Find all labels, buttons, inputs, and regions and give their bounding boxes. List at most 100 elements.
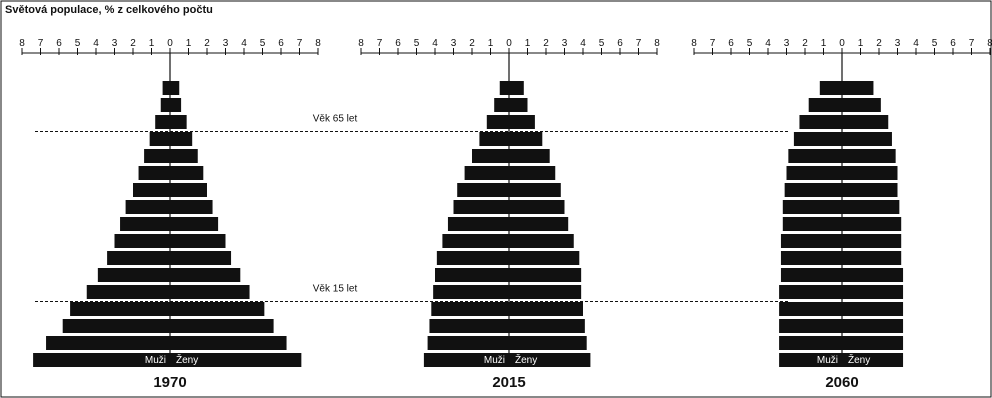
bar-male-40-44 (120, 217, 170, 231)
bar-female-35-39 (170, 234, 226, 248)
bar-female-75-79 (170, 98, 182, 112)
bar-female-75-79 (842, 98, 881, 112)
bar-female-5-9 (509, 336, 587, 350)
bar-male-70-74 (799, 115, 842, 129)
chart-title: Světová populace, % z celkového počtu (5, 4, 213, 16)
x-tick-label: 5 (260, 38, 266, 49)
bar-male-30-34 (107, 251, 170, 265)
sex-label-male: Muži (484, 355, 505, 366)
x-tick-label: 7 (636, 38, 642, 49)
x-tick-label: 2 (543, 38, 549, 49)
bar-male-0-4 (33, 353, 170, 367)
x-tick-label: 0 (839, 38, 845, 49)
bar-female-0-4 (509, 353, 591, 367)
bar-male-45-49 (125, 200, 170, 214)
bar-female-50-54 (170, 183, 207, 197)
x-tick-label: 4 (580, 38, 586, 49)
bar-male-75-79 (160, 98, 170, 112)
x-tick-label: 1 (525, 38, 531, 49)
bar-female-45-49 (842, 200, 900, 214)
reference-line-label: Věk 15 let (313, 284, 358, 295)
bar-male-55-59 (786, 166, 842, 180)
bar-male-50-54 (457, 183, 509, 197)
bar-male-45-49 (453, 200, 509, 214)
bar-female-60-64 (842, 149, 896, 163)
bar-female-40-44 (509, 217, 569, 231)
bar-male-65-69 (793, 132, 842, 146)
bar-female-50-54 (842, 183, 898, 197)
x-tick-label: 8 (19, 38, 25, 49)
x-tick-label: 5 (414, 38, 420, 49)
x-tick-label: 6 (728, 38, 734, 49)
x-tick-label: 7 (297, 38, 303, 49)
x-tick-label: 4 (765, 38, 771, 49)
bar-male-25-29 (435, 268, 509, 282)
bar-female-0-4 (170, 353, 302, 367)
bar-female-65-69 (842, 132, 892, 146)
bar-male-20-24 (779, 285, 842, 299)
bar-male-5-9 (427, 336, 509, 350)
bar-female-40-44 (842, 217, 902, 231)
bar-female-80+ (842, 81, 874, 95)
bar-male-60-64 (788, 149, 842, 163)
bar-female-35-39 (509, 234, 574, 248)
bar-male-75-79 (494, 98, 509, 112)
bar-male-60-64 (144, 149, 170, 163)
bar-female-65-69 (509, 132, 543, 146)
bar-male-80+ (162, 81, 170, 95)
bar-male-60-64 (472, 149, 509, 163)
bar-female-15-19 (170, 302, 265, 316)
x-tick-label: 3 (895, 38, 901, 49)
bar-female-65-69 (170, 132, 193, 146)
bar-female-10-14 (842, 319, 904, 333)
bar-male-50-54 (133, 183, 170, 197)
x-tick-label: 6 (278, 38, 284, 49)
sex-label-female: Ženy (848, 353, 870, 366)
x-tick-label: 8 (358, 38, 364, 49)
bars-2015 (423, 81, 591, 367)
sex-label-male: Muži (817, 355, 838, 366)
bar-male-70-74 (155, 115, 170, 129)
bar-male-40-44 (782, 217, 842, 231)
year-label: 2060 (825, 374, 858, 391)
bar-female-55-59 (509, 166, 556, 180)
bar-male-80+ (819, 81, 842, 95)
bar-female-25-29 (842, 268, 904, 282)
x-tick-label: 6 (56, 38, 62, 49)
x-tick-label: 4 (913, 38, 919, 49)
bar-male-45-49 (782, 200, 842, 214)
x-tick-label: 2 (204, 38, 210, 49)
bar-male-30-34 (436, 251, 509, 265)
x-tick-label: 8 (315, 38, 321, 49)
x-tick-label: 8 (691, 38, 697, 49)
sex-label-female: Ženy (176, 353, 198, 366)
x-tick-label: 3 (451, 38, 457, 49)
bar-male-25-29 (780, 268, 842, 282)
reference-lines-layer: Věk 65 let Věk 15 let (35, 114, 790, 302)
bar-female-75-79 (509, 98, 528, 112)
x-tick-label: 1 (488, 38, 494, 49)
x-tick-label: 2 (130, 38, 136, 49)
bar-female-45-49 (170, 200, 213, 214)
bar-female-80+ (170, 81, 180, 95)
pyramid-2060: 8 7 6 5 4 3 2 1 0 1 2 3 4 5 6 7 8 (691, 38, 992, 367)
bar-female-30-34 (170, 251, 232, 265)
x-tick-label: 5 (75, 38, 81, 49)
bar-male-35-39 (442, 234, 509, 248)
bar-male-80+ (499, 81, 509, 95)
x-tick-label: 8 (987, 38, 992, 49)
bar-male-40-44 (447, 217, 509, 231)
x-tick-label: 6 (395, 38, 401, 49)
bar-male-15-19 (779, 302, 842, 316)
bar-female-30-34 (842, 251, 902, 265)
bar-male-65-69 (149, 132, 170, 146)
bar-male-50-54 (784, 183, 842, 197)
bar-male-30-34 (780, 251, 842, 265)
bar-female-60-64 (170, 149, 198, 163)
x-tick-label: 1 (858, 38, 864, 49)
x-tick-label: 5 (932, 38, 938, 49)
reference-line-label: Věk 65 let (313, 114, 358, 125)
x-tick-label: 5 (599, 38, 605, 49)
bar-male-15-19 (431, 302, 509, 316)
